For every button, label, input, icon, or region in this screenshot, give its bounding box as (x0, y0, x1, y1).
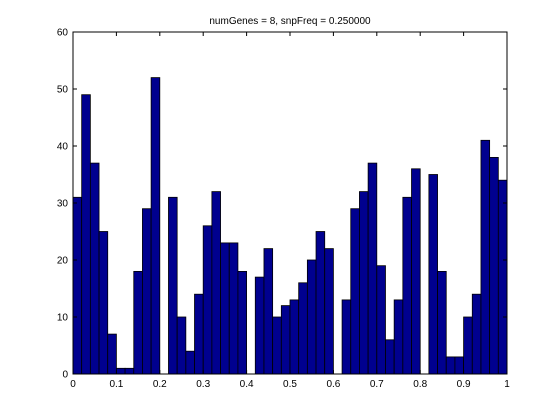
y-tick-label: 60 (57, 28, 69, 39)
histogram-bar (228, 242, 239, 375)
histogram-bar (437, 270, 447, 375)
x-tick-label: 0.3 (196, 379, 210, 390)
histogram-bar (428, 174, 438, 375)
histogram-bar (359, 191, 369, 375)
histogram-bar (211, 191, 221, 375)
histogram-bar (254, 276, 265, 375)
histogram-bar (411, 168, 421, 375)
histogram-bar (98, 231, 109, 375)
x-tick-label: 0.2 (153, 379, 167, 390)
histogram-bar (489, 156, 499, 375)
y-tick-label: 30 (57, 199, 69, 210)
y-tick-label: 40 (57, 142, 69, 153)
histogram-bar (350, 208, 360, 375)
histogram-bar (176, 316, 187, 375)
histogram-bar (124, 367, 135, 375)
histogram-bar (72, 196, 83, 375)
histogram-bar (107, 333, 117, 375)
x-tick-label: 0.4 (240, 379, 254, 390)
x-tick-label: 0.8 (413, 379, 427, 390)
histogram-bar (289, 299, 300, 375)
x-tick-label: 0.5 (283, 379, 297, 390)
histogram-bar (168, 196, 178, 375)
histogram-bar (194, 293, 204, 375)
x-tick-label: 1 (504, 379, 510, 390)
histogram-bar (237, 270, 247, 375)
y-tick-label: 0 (62, 370, 68, 381)
histogram-bar (89, 162, 100, 375)
ticks-layer: 0 0.1 0.2 0.3 0.4 0.5 0.6 0.7 0.8 0.9 101020304050… (57, 28, 510, 391)
x-tick-label: 0.6 (326, 379, 340, 390)
x-tick-label: 0.9 (457, 379, 471, 390)
histogram-bar (298, 282, 308, 375)
histogram-bar (376, 265, 386, 375)
x-tick-label: 0.7 (370, 379, 384, 390)
histogram-bar (480, 139, 491, 375)
histogram-bar (81, 94, 91, 375)
histogram-bar (220, 242, 230, 375)
x-tick-label: 0.1 (109, 379, 123, 390)
histogram-bar (263, 248, 274, 375)
histogram-bar (142, 208, 152, 375)
histogram-bar (463, 316, 473, 375)
histogram-bar (367, 162, 378, 375)
histogram-bar (497, 179, 508, 375)
histogram-bar (202, 225, 213, 375)
histogram-bar (471, 293, 482, 375)
y-tick-label: 20 (57, 256, 69, 267)
histogram-bar (280, 305, 291, 375)
bars-layer (72, 77, 508, 375)
histogram-bar (185, 350, 195, 375)
chart-title: numGenes = 8, snpFreq = 0.250000 (209, 16, 371, 27)
histogram-bar (393, 299, 404, 375)
histogram-bar (341, 299, 352, 375)
histogram-bar (445, 356, 456, 375)
histogram-bar (315, 231, 326, 375)
histogram-bar (324, 248, 334, 375)
histogram-bar (133, 270, 143, 375)
y-tick-label: 50 (57, 85, 69, 96)
y-tick-label: 10 (57, 313, 69, 324)
histogram-bar (402, 196, 412, 375)
histogram-bar (306, 259, 317, 375)
histogram-bar (272, 316, 282, 375)
histogram-bar (116, 367, 126, 375)
histogram-bar (454, 356, 465, 375)
histogram-bar (150, 77, 161, 375)
x-tick-label: 0 (70, 379, 76, 390)
histogram-bar (385, 339, 395, 375)
